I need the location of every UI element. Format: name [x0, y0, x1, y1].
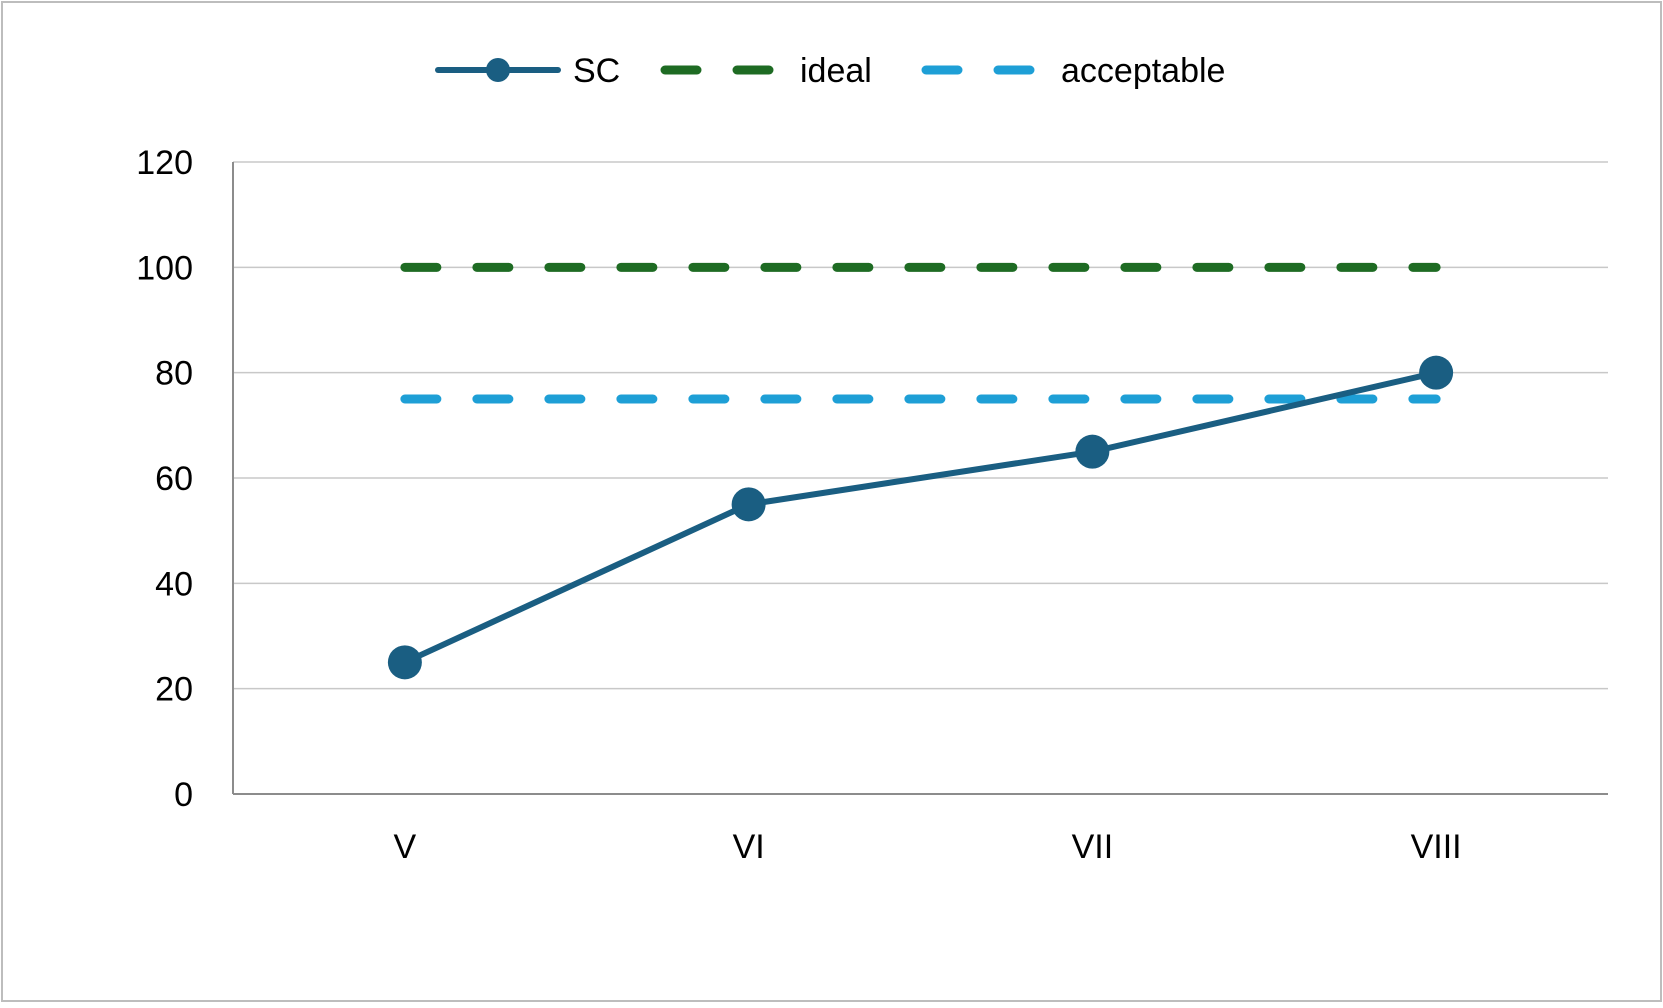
legend-entry-acceptable: acceptable — [921, 52, 1225, 90]
x-tick-label: V — [394, 828, 417, 866]
y-tick-label: 0 — [174, 776, 193, 814]
series-line-SC — [401, 369, 1440, 666]
y-axis-tick-labels: 0 20 40 60 80 100 120 — [136, 144, 193, 814]
data-point-SC — [1075, 434, 1110, 469]
data-point-SC — [387, 645, 422, 680]
y-tick-label: 120 — [136, 144, 193, 182]
legend-label: ideal — [800, 52, 872, 90]
x-tick-label: VI — [733, 828, 765, 866]
y-tick-label: 40 — [155, 565, 193, 603]
data-point-SC — [1419, 355, 1454, 390]
legend-entry-ideal: ideal — [660, 52, 872, 90]
legend-label: SC — [573, 52, 620, 90]
x-axis-tick-labels: V VI VII VIII — [394, 828, 1462, 866]
data-point-SC — [731, 487, 766, 522]
y-tick-label: 60 — [155, 460, 193, 498]
legend-marker — [486, 58, 510, 82]
legend-label: acceptable — [1061, 52, 1225, 90]
series-layer — [387, 262, 1454, 680]
legend-entry-SC: SC — [435, 52, 620, 90]
y-tick-label: 20 — [155, 671, 193, 709]
x-tick-label: VIII — [1411, 828, 1462, 866]
y-tick-label: 80 — [155, 355, 193, 393]
x-tick-label: VII — [1072, 828, 1114, 866]
legend: SC ideal acceptable — [435, 52, 1225, 90]
y-tick-label: 100 — [136, 249, 193, 287]
